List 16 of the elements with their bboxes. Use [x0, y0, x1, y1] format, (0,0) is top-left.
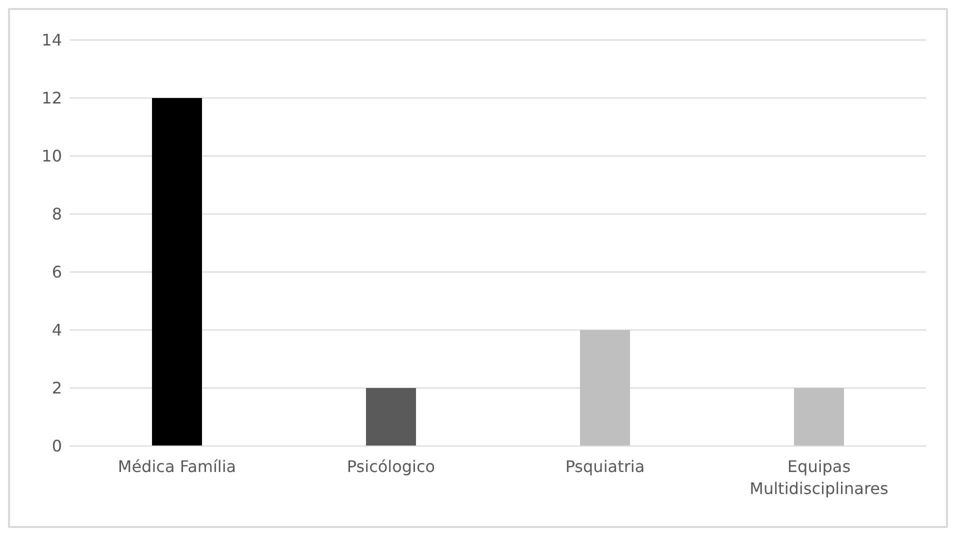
x-tick-label: Psicólogico [346, 457, 436, 476]
y-tick-label: 2 [52, 378, 62, 398]
bar [580, 330, 630, 446]
bar [794, 388, 844, 446]
y-tick-label: 12 [42, 88, 62, 108]
x-tick-label: Médica Família [118, 457, 236, 476]
bar [152, 98, 202, 446]
y-tick-label: 10 [42, 146, 62, 166]
y-tick-label: 4 [52, 320, 62, 340]
y-tick-label: 14 [42, 30, 62, 50]
y-tick-label: 6 [52, 262, 62, 282]
y-tick-label: 0 [52, 436, 62, 456]
bar [366, 388, 416, 446]
x-tick-label: Equipas Multidisciplinares [750, 457, 888, 498]
y-tick-label: 8 [52, 204, 62, 224]
x-tick-label: Psquiatria [565, 457, 645, 476]
